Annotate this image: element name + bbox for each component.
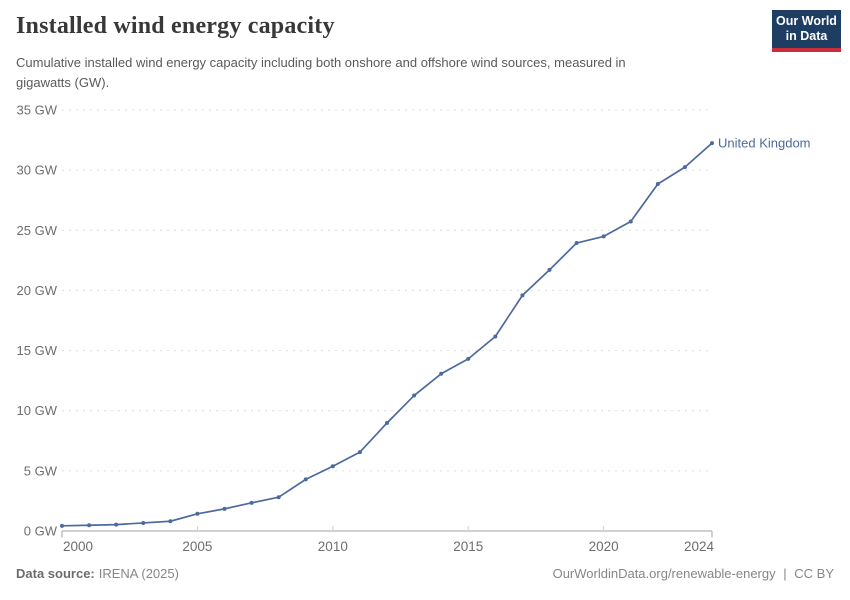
data-point-marker	[303, 477, 308, 482]
page-title: Installed wind energy capacity	[16, 13, 335, 39]
data-point-marker	[195, 511, 200, 516]
page-footer: Data source: IRENA (2025) OurWorldinData.…	[16, 566, 834, 581]
series-line	[61, 142, 713, 527]
x-tick-label: 2010	[318, 539, 348, 554]
y-tick-label: 20 GW	[17, 283, 58, 298]
data-point-marker	[682, 165, 687, 170]
data-point-marker	[412, 393, 417, 398]
y-tick-label: 5 GW	[24, 463, 58, 478]
data-point-marker	[87, 523, 92, 528]
y-tick-label: 35 GW	[17, 103, 58, 118]
y-tick-label: 10 GW	[17, 403, 58, 418]
owid-logo-line1: Our World	[776, 14, 837, 28]
subtitle-line-2: gigawatts (GW).	[16, 75, 110, 90]
y-tick-label: 15 GW	[17, 343, 58, 358]
data-point-marker	[330, 464, 335, 469]
x-tick-label: 2020	[589, 539, 619, 554]
data-point-marker	[601, 234, 606, 239]
data-source-label: Data source:	[16, 566, 95, 581]
series-end-label: United Kingdom	[718, 136, 811, 151]
y-tick-label: 30 GW	[17, 163, 58, 178]
data-point-marker	[385, 420, 389, 425]
data-point-marker	[493, 334, 498, 339]
chart-subtitle: Cumulative installed wind energy capacit…	[16, 53, 736, 93]
x-tick-label: 2000	[63, 539, 93, 554]
data-point-marker	[710, 141, 714, 146]
data-point-marker	[141, 520, 146, 525]
data-point-marker	[249, 500, 254, 505]
owid-logo: Our World in Data	[772, 10, 841, 52]
footer-attribution: OurWorldinData.org/renewable-energy | CC…	[553, 566, 834, 581]
subtitle-line-1: Cumulative installed wind energy capacit…	[16, 55, 626, 70]
data-point-marker	[547, 267, 552, 272]
data-point-marker	[439, 371, 444, 376]
data-point-marker	[628, 219, 633, 224]
footer-separator: |	[783, 566, 787, 581]
y-tick-label: 0 GW	[24, 524, 58, 539]
data-point-marker	[655, 181, 660, 186]
data-point-marker	[357, 450, 362, 455]
data-point-marker	[466, 356, 471, 361]
data-source-value: IRENA (2025)	[98, 566, 179, 581]
license-link[interactable]: CC BY	[794, 566, 834, 581]
data-point-marker	[520, 293, 525, 298]
x-tick-label: 2024	[684, 539, 715, 554]
data-point-marker	[222, 506, 227, 511]
data-point-marker	[114, 522, 119, 527]
owid-url-link[interactable]: OurWorldinData.org/renewable-energy	[552, 566, 776, 581]
data-point-marker	[276, 495, 281, 500]
owid-logo-line2: in Data	[785, 29, 828, 43]
data-point-marker	[60, 523, 64, 528]
y-tick-label: 25 GW	[17, 223, 58, 238]
data-point-marker	[574, 241, 579, 246]
x-tick-label: 2005	[182, 539, 212, 554]
x-tick-label: 2015	[453, 539, 483, 554]
data-source: Data source: IRENA (2025)	[16, 566, 179, 581]
data-point-marker	[168, 519, 173, 524]
